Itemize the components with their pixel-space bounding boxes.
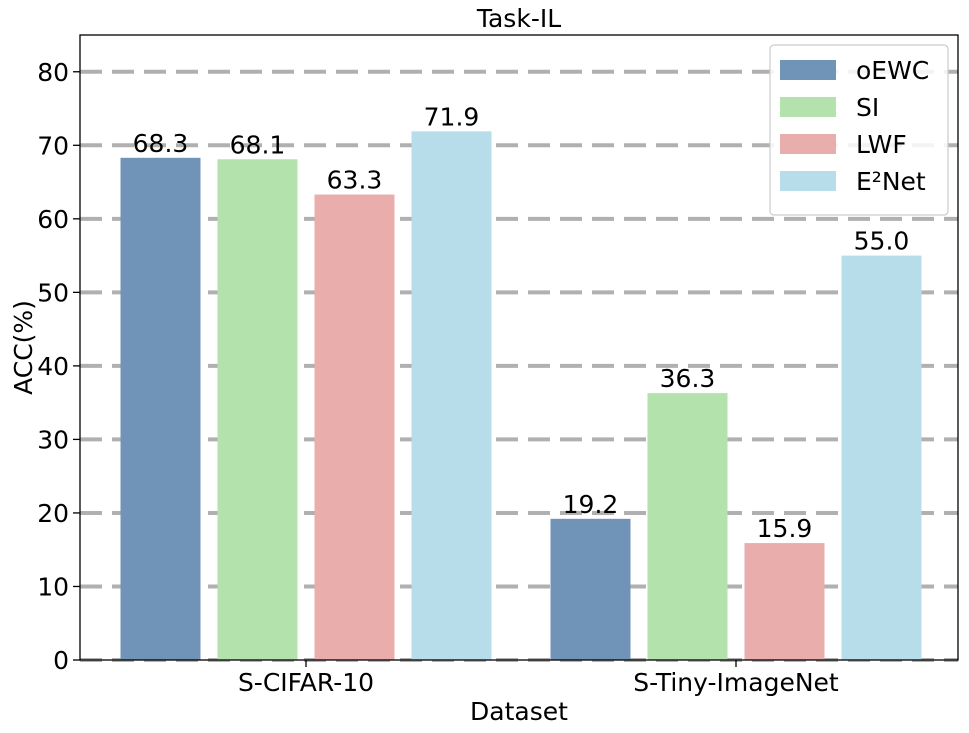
legend-swatch	[780, 97, 836, 117]
y-tick-label: 80	[37, 58, 69, 87]
legend-swatch	[780, 60, 836, 80]
y-tick-label: 30	[37, 425, 69, 454]
bar	[744, 543, 825, 660]
x-tick-label: S-CIFAR-10	[238, 668, 374, 697]
chart-title: Task-IL	[476, 4, 561, 33]
bars	[120, 131, 922, 660]
bar-value-label: 36.3	[660, 364, 716, 393]
plot-frame	[79, 34, 959, 661]
bar	[841, 255, 922, 660]
legend-label: LWF	[856, 130, 907, 159]
y-tick-label: 0	[53, 646, 69, 675]
bar-value-label: 68.3	[133, 129, 189, 158]
bar	[550, 518, 631, 660]
legend-label: SI	[856, 93, 879, 122]
y-tick-label: 20	[37, 499, 69, 528]
legend-swatch	[780, 171, 836, 191]
bar-value-label: 68.1	[230, 130, 286, 159]
legend-label: oEWC	[856, 56, 929, 85]
legend-label: E²Net	[856, 167, 926, 196]
y-tick-label: 40	[37, 352, 69, 381]
legend-swatch	[780, 134, 836, 154]
bar-value-label: 19.2	[563, 490, 619, 519]
bar	[647, 393, 728, 660]
y-tick-label: 60	[37, 205, 69, 234]
bar-value-label: 15.9	[757, 514, 813, 543]
bar	[120, 157, 201, 660]
bar-value-label: 63.3	[327, 166, 383, 195]
axes: 0 10 20 30 40 50 60 70 80 S-CIFAR-10 S-Tiny-ImageN…	[37, 34, 959, 697]
y-tick-label: 50	[37, 278, 69, 307]
y-tick-label: 70	[37, 131, 69, 160]
bar-value-label: 55.0	[854, 227, 910, 256]
bar	[314, 194, 395, 660]
x-axis-label: Dataset	[470, 697, 568, 726]
bar-value-label: 71.9	[424, 102, 480, 131]
y-axis-label: ACC(%)	[9, 300, 38, 395]
bar-labels: 68.3 19.2 68.1 36.3 63.3 15.9 71.9 55.0	[133, 102, 910, 543]
y-tick-label: 10	[37, 572, 69, 601]
bar	[217, 159, 298, 660]
legend: oEWC SI LWF E²Net	[769, 44, 949, 216]
bar	[411, 131, 492, 660]
x-tick-label: S-Tiny-ImageNet	[633, 668, 839, 697]
